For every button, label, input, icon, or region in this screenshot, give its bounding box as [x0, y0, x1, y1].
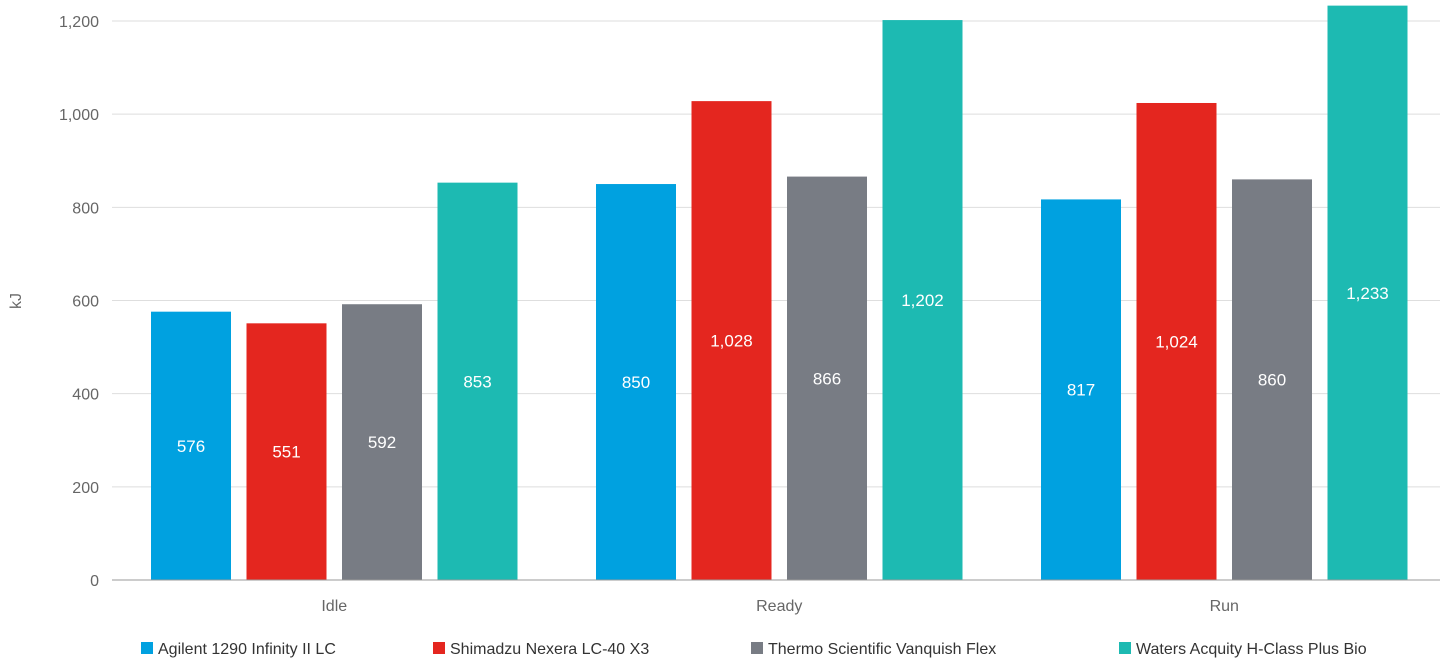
y-tick-label: 1,000	[59, 107, 99, 124]
legend-swatch	[141, 642, 153, 654]
x-category-label: Ready	[756, 598, 802, 615]
bar-value-label: 592	[368, 433, 396, 452]
bar	[1327, 5, 1408, 580]
bar	[787, 176, 867, 581]
bar-value-label: 1,028	[710, 332, 753, 351]
legend-label: Agilent 1290 Infinity II LC	[158, 641, 336, 658]
y-axis-ticks: 0 200 400 600 800 1,000 1,200	[59, 14, 99, 590]
bar-value-label: 866	[813, 369, 841, 388]
bar-value-label: 1,233	[1346, 284, 1389, 303]
legend-swatch	[751, 642, 763, 654]
bars: 576 551 592 853 850 1,028 866 1,202 817 1,024 860 1…	[151, 5, 1408, 581]
legend-label: Shimadzu Nexera LC-40 X3	[450, 641, 649, 658]
bar-value-label: 1,202	[901, 291, 944, 310]
bar	[1041, 199, 1121, 580]
x-axis-categories: Idle Ready Run	[321, 598, 1239, 615]
bar-value-label: 850	[622, 373, 650, 392]
bar-value-label: 860	[1258, 371, 1286, 390]
bar	[596, 184, 676, 580]
bar-value-label: 1,024	[1155, 332, 1198, 351]
gridlines	[112, 20, 1440, 488]
legend-swatch	[1119, 642, 1131, 654]
bar	[437, 182, 518, 580]
legend-label: Thermo Scientific Vanquish Flex	[768, 641, 996, 658]
bar	[246, 323, 327, 580]
bar-value-label: 817	[1067, 381, 1095, 400]
bar-value-label: 576	[177, 437, 205, 456]
bar-value-label: 853	[463, 372, 491, 391]
bar	[1136, 102, 1217, 580]
legend-label: Waters Acquity H-Class Plus Bio	[1136, 641, 1367, 658]
bar	[882, 20, 963, 580]
y-tick-label: 400	[72, 387, 99, 404]
bar-value-label: 551	[272, 443, 300, 462]
legend: Agilent 1290 Infinity II LC Shimadzu Nexe…	[141, 641, 1367, 658]
y-tick-label: 600	[72, 294, 99, 311]
bar	[342, 304, 422, 580]
bar	[1232, 179, 1312, 580]
x-category-label: Run	[1210, 598, 1239, 615]
bar	[691, 101, 772, 580]
y-tick-label: 800	[72, 200, 99, 217]
y-tick-label: 200	[72, 480, 99, 497]
bar	[151, 311, 231, 580]
y-axis-title: kJ	[8, 293, 25, 309]
y-tick-label: 0	[90, 573, 99, 590]
legend-swatch	[433, 642, 445, 654]
x-category-label: Idle	[321, 598, 347, 615]
y-tick-label: 1,200	[59, 14, 99, 31]
